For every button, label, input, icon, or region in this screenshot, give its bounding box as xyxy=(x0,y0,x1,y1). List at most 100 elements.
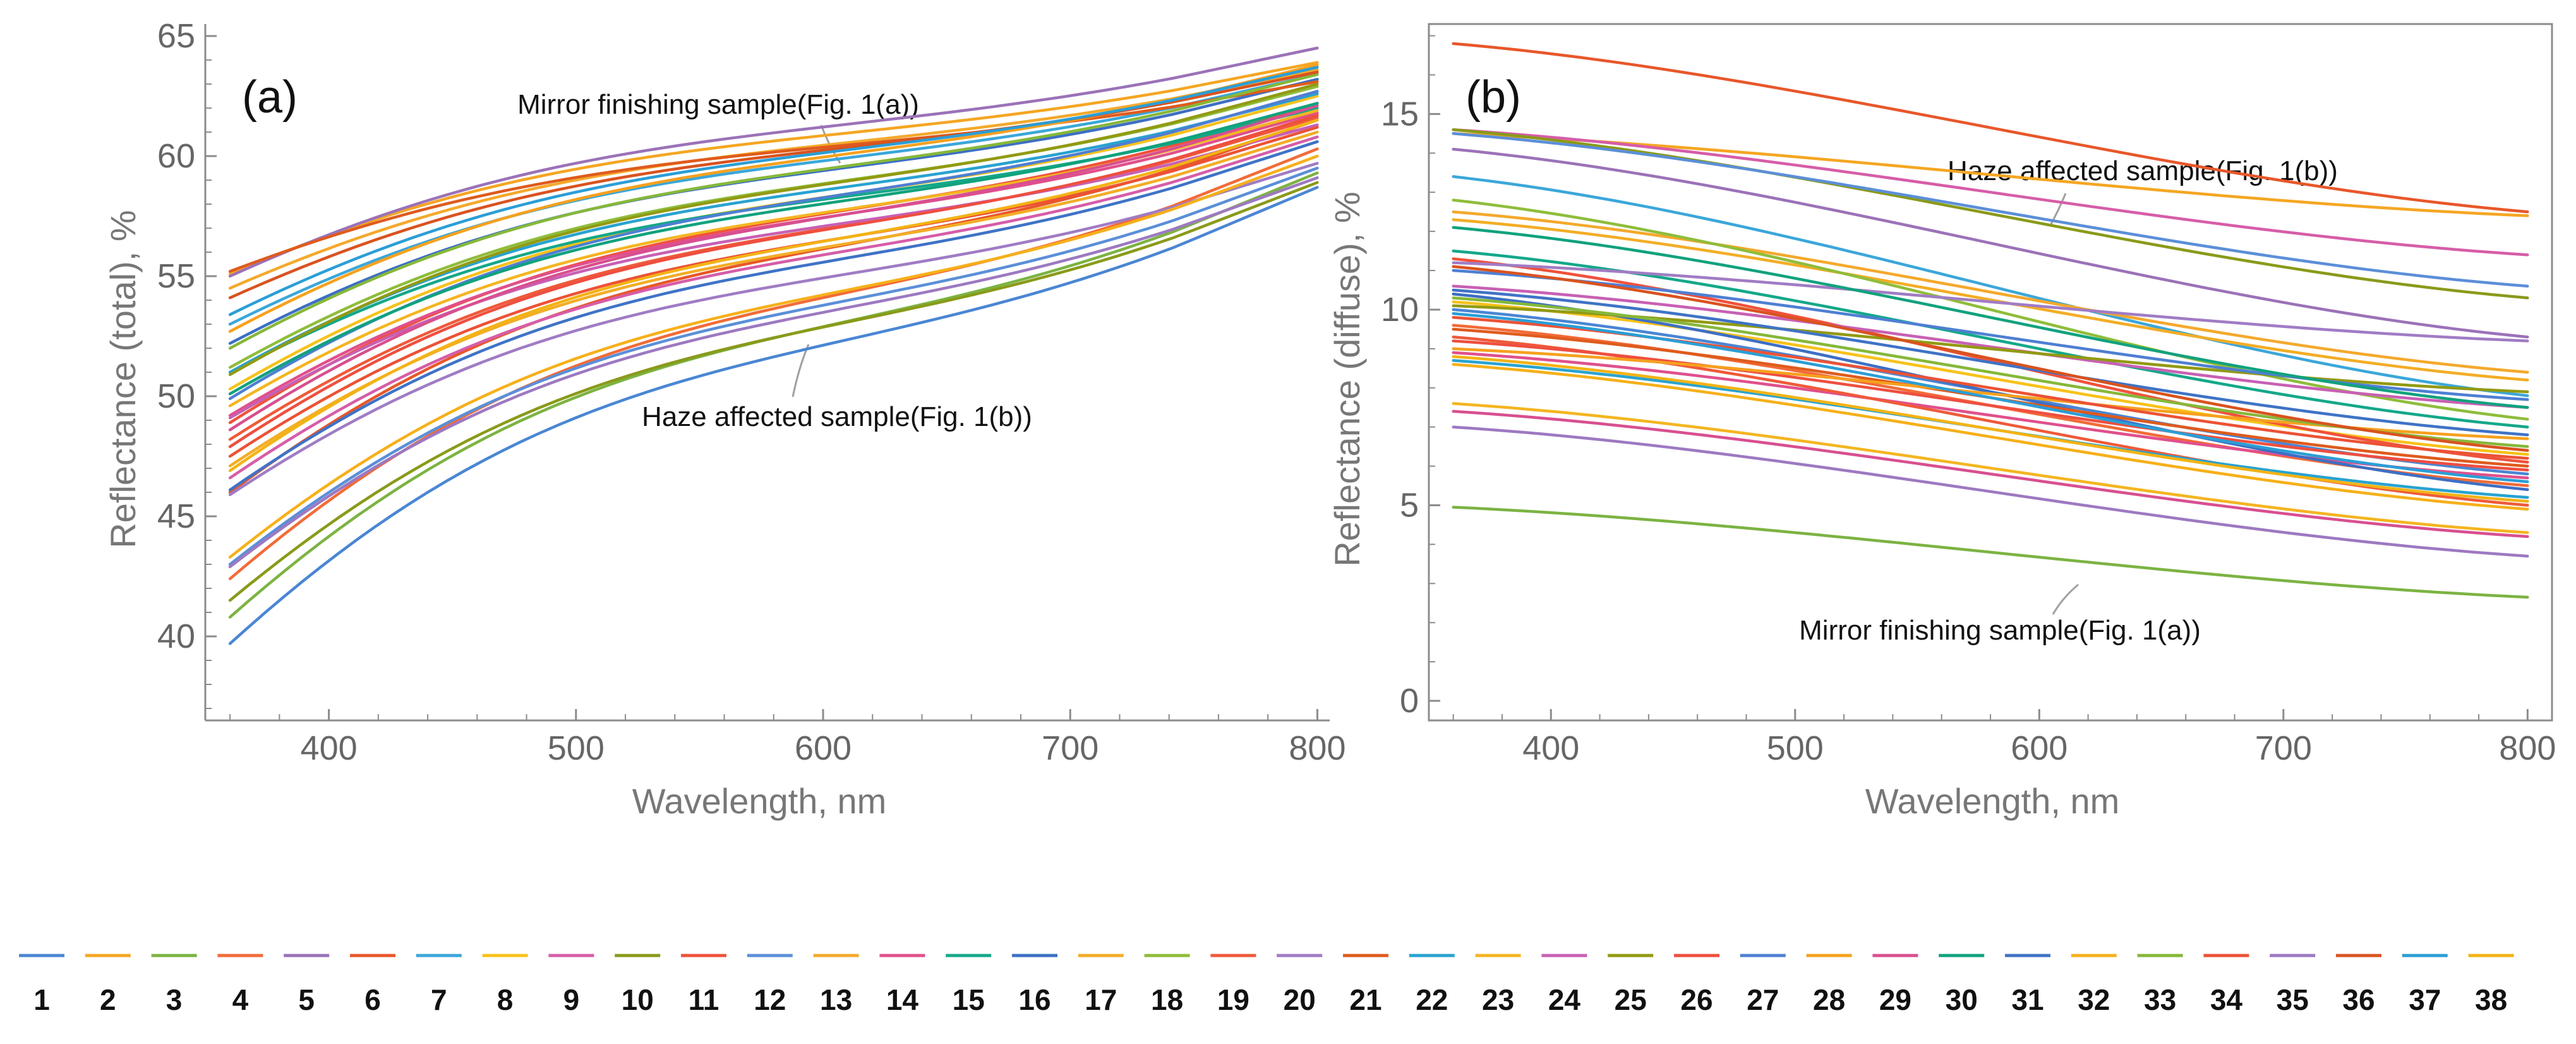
panel-b-y-tick-label: 0 xyxy=(1400,682,1419,720)
panel-b-x-tick-label: 700 xyxy=(2255,729,2312,767)
legend-label-35: 35 xyxy=(2277,983,2309,1016)
legend-label-17: 17 xyxy=(1085,983,1117,1016)
panel-a-axes: 400 500 600 700 800 40 45 50 55 60 65 xyxy=(157,17,1346,767)
legend-label-34: 34 xyxy=(2210,983,2243,1016)
panel-a-y-axis-title: Reflectance (total), % xyxy=(103,210,143,548)
legend-label-26: 26 xyxy=(1680,983,1712,1016)
panel-a-series-35 xyxy=(228,176,1319,569)
panel-a-y-tick-label: 60 xyxy=(157,137,195,175)
panel-a-series-5 xyxy=(228,46,1319,278)
legend-label-6: 6 xyxy=(364,983,381,1016)
panel-a: Reflectance (total), % Wavelength, nm (a… xyxy=(103,17,1345,821)
panel-b-series-27 xyxy=(1452,269,2529,401)
panel-a-y-tick-label: 65 xyxy=(157,17,195,55)
panel-a-annotation-haze: Haze affected sample(Fig. 1(b)) xyxy=(642,401,1032,432)
panel-b-series-13 xyxy=(1452,210,2529,374)
legend-label-19: 19 xyxy=(1217,983,1249,1016)
panel-b-x-tick-label: 600 xyxy=(2011,729,2067,767)
panel-b-x-tick-label: 800 xyxy=(2499,729,2556,767)
panel-a-label: (a) xyxy=(242,72,298,123)
legend-label-8: 8 xyxy=(497,983,514,1016)
panel-a-series-26 xyxy=(228,114,1319,449)
panel-b-series-15 xyxy=(1452,249,2529,428)
panel-a-y-tick-label: 40 xyxy=(157,617,195,655)
panel-a-series-11 xyxy=(228,102,1319,425)
panel-b-series-3 xyxy=(1452,506,2529,599)
panel-b-x-tick-label: 400 xyxy=(1522,729,1579,767)
panel-a-series-20 xyxy=(228,162,1319,497)
panel-a-y-tick-label: 45 xyxy=(157,497,195,535)
legend-label-31: 31 xyxy=(2011,983,2043,1016)
legend-label-32: 32 xyxy=(2078,983,2110,1016)
panel-a-x-tick-label: 700 xyxy=(1042,729,1098,767)
panel-a-series-38 xyxy=(228,118,1319,473)
panel-a-series-24 xyxy=(228,123,1319,420)
legend-label-20: 20 xyxy=(1284,983,1316,1016)
legend-label-7: 7 xyxy=(431,983,447,1016)
panel-a-series-30 xyxy=(228,102,1319,396)
panel-b-series-37 xyxy=(1452,312,2529,483)
panel-a-series-21 xyxy=(228,80,1319,273)
legend-label-4: 4 xyxy=(232,983,249,1016)
panel-a-annotation-mirror: Mirror finishing sample(Fig. 1(a)) xyxy=(517,89,919,120)
panel-a-x-tick-label: 800 xyxy=(1289,729,1345,767)
panel-a-series-10 xyxy=(228,181,1319,602)
panel-b-annotation-mirror-leader xyxy=(2052,583,2079,615)
panel-a-y-tick-label: 50 xyxy=(157,377,195,415)
legend-label-10: 10 xyxy=(622,983,654,1016)
legend-label-11: 11 xyxy=(689,983,719,1016)
legend-label-37: 37 xyxy=(2409,983,2441,1016)
panel-b-series-8 xyxy=(1452,300,2529,456)
panel-b: Reflectance (diffuse), % Wavelength, nm … xyxy=(1327,23,2556,821)
panel-b-annotation-haze-leader xyxy=(2049,193,2067,227)
panel-b-series-12 xyxy=(1452,132,2529,288)
panel-a-x-axis-title: Wavelength, nm xyxy=(632,781,887,821)
panel-b-label: (b) xyxy=(1466,72,1521,123)
legend-label-25: 25 xyxy=(1615,983,1647,1016)
panel-b-series-17 xyxy=(1452,218,2529,382)
panel-b-y-tick-label: 10 xyxy=(1381,291,1419,329)
panel-b-series-group xyxy=(1452,42,2529,599)
panel-b-series-9 xyxy=(1452,128,2529,257)
legend-label-23: 23 xyxy=(1482,983,1514,1016)
panel-a-series-1 xyxy=(228,186,1319,645)
panel-a-x-tick-label: 400 xyxy=(301,729,358,767)
panel-a-series-group xyxy=(228,46,1319,645)
panel-b-series-7 xyxy=(1452,175,2529,398)
legend-label-33: 33 xyxy=(2144,983,2176,1016)
panel-b-x-tick-label: 500 xyxy=(1767,729,1824,767)
legend-label-21: 21 xyxy=(1349,983,1381,1016)
legend: 1 2 3 4 5 6 7 8 9 10 11 12 13 14 15 16 17 18 19 20 21 22 23 24 2… xyxy=(19,954,2514,1016)
panel-a-series-37 xyxy=(228,66,1319,317)
panel-b-series-10 xyxy=(1452,128,2529,300)
legend-label-36: 36 xyxy=(2342,983,2374,1016)
panel-a-y-tick-label: 55 xyxy=(157,257,195,295)
panel-b-series-36 xyxy=(1452,265,2529,452)
legend-label-12: 12 xyxy=(754,983,786,1016)
legend-label-14: 14 xyxy=(886,983,919,1016)
panel-b-y-axis-title: Reflectance (diffuse), % xyxy=(1327,191,1367,566)
panel-a-series-33 xyxy=(228,73,1319,350)
panel-b-series-26 xyxy=(1452,339,2529,472)
panel-a-series-12 xyxy=(228,166,1319,566)
panel-b-series-24 xyxy=(1452,284,2529,409)
panel-a-series-7 xyxy=(228,73,1319,326)
panel-b-series-16 xyxy=(1452,292,2529,491)
panel-b-annotation-mirror: Mirror finishing sample(Fig. 1(a)) xyxy=(1799,615,2201,646)
panel-a-series-31 xyxy=(228,140,1319,492)
panel-b-axes: 400 500 600 700 800 0 5 10 15 xyxy=(1381,23,2556,767)
panel-b-series-30 xyxy=(1452,226,2529,409)
panel-a-series-32 xyxy=(228,154,1319,559)
legend-label-27: 27 xyxy=(1747,983,1779,1016)
panel-b-series-35 xyxy=(1452,425,2529,558)
legend-label-24: 24 xyxy=(1548,983,1581,1016)
panel-b-series-11 xyxy=(1452,257,2529,464)
legend-label-28: 28 xyxy=(1813,983,1845,1016)
panel-b-series-14 xyxy=(1452,351,2529,480)
panel-b-series-31 xyxy=(1452,288,2529,437)
legend-label-38: 38 xyxy=(2475,983,2507,1016)
legend-label-3: 3 xyxy=(166,983,183,1016)
legend-label-1: 1 xyxy=(33,983,50,1016)
legend-label-22: 22 xyxy=(1416,983,1448,1016)
panel-b-series-32 xyxy=(1452,363,2529,511)
